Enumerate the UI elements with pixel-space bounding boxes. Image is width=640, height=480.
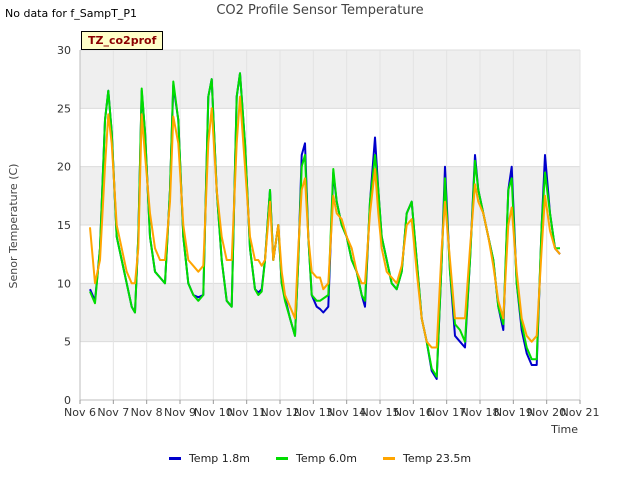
chart-title: CO2 Profile Sensor Temperature [216,3,424,18]
y-tick-label: 30 [57,44,71,57]
x-tick-label: Nov 19 [494,406,533,419]
x-tick-label: Nov 10 [194,406,233,419]
y-tick-label: 20 [57,161,71,174]
y-axis-label: Senor Temperature (C) [7,164,20,289]
x-tick-label: Nov 20 [527,406,566,419]
x-tick-label: Nov 15 [361,406,400,419]
x-tick-label: Nov 12 [261,406,300,419]
y-tick-label: 15 [57,219,71,232]
y-tick-label: 10 [57,277,71,290]
band-25-30 [80,50,580,109]
x-tick-label: Nov 16 [394,406,433,419]
x-tick-label: Nov 18 [461,406,500,419]
x-tick-label: Nov 9 [164,406,196,419]
legend-item-temp-1-8m: Temp 1.8m [168,452,250,465]
y-tick-label: 0 [64,394,71,407]
legend: Temp 1.8m Temp 6.0m Temp 23.5m [0,452,640,465]
x-tick-label: Nov 17 [427,406,466,419]
x-axis-label: Time [550,423,578,436]
x-tick-label: Nov 13 [294,406,333,419]
x-tick-label: Nov 6 [64,406,96,419]
x-tick-label: Nov 8 [131,406,163,419]
y-axis-ticks: 0 5 10 15 20 25 30 [57,44,71,407]
legend-swatch-2 [275,457,288,460]
x-tick-label: Nov 14 [327,406,366,419]
gridlines [79,49,581,401]
x-tick-label: Nov 7 [97,406,129,419]
legend-label-2: Temp 6.0m [295,452,358,465]
axes [79,50,580,401]
x-tick-label: Nov 21 [561,406,600,419]
y-tick-label: 25 [57,102,71,115]
legend-swatch-1 [168,457,181,460]
series-line-3 [89,95,561,349]
legend-label-1: Temp 1.8m [188,452,250,465]
legend-item-temp-6-0m: Temp 6.0m [275,452,358,465]
legend-item-temp-23-5m: Temp 23.5m [383,452,471,465]
band-15-20 [80,166,580,225]
series-lines [89,72,561,380]
x-tick-label: Nov 11 [227,406,266,419]
no-data-message: No data for f_SampT_P1 [5,7,137,20]
legend-label-3: Temp 23.5m [403,452,472,465]
site-tag-label: TZ_co2prof [81,31,164,50]
y-tick-label: 5 [64,336,71,349]
legend-swatch-3 [383,457,396,460]
